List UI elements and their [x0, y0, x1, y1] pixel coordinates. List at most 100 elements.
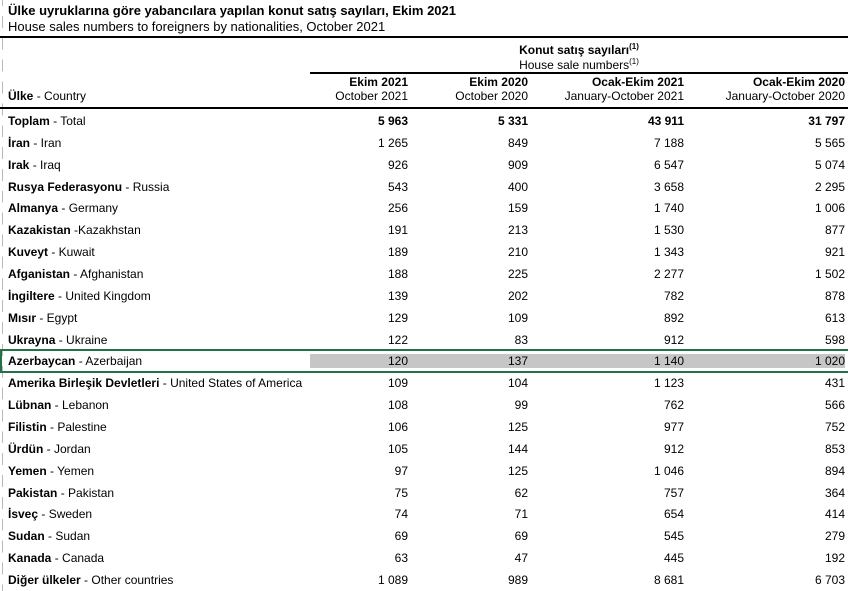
value-cell-ekim-2020[interactable]: 71	[514, 507, 528, 522]
value-cell-ocak-ekim-2020[interactable]: 5 074	[814, 157, 845, 172]
value-cell-ekim-2021[interactable]: 69	[394, 529, 408, 544]
value-cell-ocak-ekim-2020[interactable]: 894	[824, 463, 845, 478]
value-cell-ekim-2020[interactable]: 909	[507, 157, 528, 172]
country-cell[interactable]: Afganistan - Afghanistan	[0, 267, 310, 281]
country-cell[interactable]: Filistin - Palestine	[0, 420, 310, 434]
value-cell-ocak-ekim-2021[interactable]: 912	[663, 332, 684, 347]
value-cell-ocak-ekim-2021[interactable]: 782	[663, 288, 684, 303]
value-cell-ocak-ekim-2020[interactable]: 192	[824, 551, 845, 566]
value-cell-ekim-2021[interactable]: 109	[387, 376, 408, 391]
value-cell-ocak-ekim-2020[interactable]: 31 797	[808, 113, 845, 128]
value-cell-ekim-2020[interactable]: 400	[507, 179, 528, 194]
value-cell-ekim-2020[interactable]: 47	[514, 551, 528, 566]
value-cell-ekim-2020[interactable]: 210	[507, 245, 528, 260]
country-cell[interactable]: Kanada - Canada	[0, 551, 310, 565]
value-cell-ekim-2021[interactable]: 139	[387, 288, 408, 303]
value-cell-ocak-ekim-2020[interactable]: 921	[824, 245, 845, 260]
value-cell-ekim-2021[interactable]: 189	[387, 245, 408, 260]
value-cell-ocak-ekim-2021[interactable]: 545	[663, 529, 684, 544]
value-cell-ekim-2021[interactable]: 75	[394, 485, 408, 500]
table-row[interactable]: Ukrayna - Ukraine 122 83 912 598	[0, 329, 848, 351]
value-cell-ocak-ekim-2021[interactable]: 1 123	[653, 376, 684, 391]
value-cell-ekim-2020[interactable]: 5 331	[497, 113, 528, 128]
value-cell-ekim-2021[interactable]: 188	[387, 266, 408, 281]
value-cell-ekim-2020[interactable]: 144	[507, 441, 528, 456]
table-row[interactable]: Yemen - Yemen 97 125 1 046 894	[0, 460, 848, 482]
country-cell[interactable]: Irak - Iraq	[0, 158, 310, 172]
table-row[interactable]: Pakistan - Pakistan 75 62 757 364	[0, 482, 848, 504]
value-cell-ocak-ekim-2020[interactable]: 853	[824, 441, 845, 456]
value-cell-ocak-ekim-2021[interactable]: 3 658	[653, 179, 684, 194]
table-row[interactable]: Lübnan - Lebanon 108 99 762 566	[0, 394, 848, 416]
value-cell-ocak-ekim-2020[interactable]: 6 703	[814, 572, 845, 587]
value-cell-ekim-2021[interactable]: 105	[387, 441, 408, 456]
value-cell-ocak-ekim-2021[interactable]: 445	[663, 551, 684, 566]
country-cell[interactable]: İngiltere - United Kingdom	[0, 289, 310, 303]
value-cell-ekim-2021[interactable]: 5 963	[377, 113, 408, 128]
value-cell-ocak-ekim-2020[interactable]: 1 020	[684, 354, 845, 369]
value-cell-ekim-2020[interactable]: 225	[507, 266, 528, 281]
country-cell[interactable]: Toplam - Total	[0, 114, 310, 128]
value-cell-ekim-2021[interactable]: 1 089	[377, 572, 408, 587]
country-cell[interactable]: Ürdün - Jordan	[0, 442, 310, 456]
value-cell-ocak-ekim-2021[interactable]: 1 740	[653, 201, 684, 216]
value-cell-ocak-ekim-2021[interactable]: 1 530	[653, 223, 684, 238]
value-cell-ekim-2021[interactable]: 543	[387, 179, 408, 194]
table-row-selected[interactable]: Azerbaycan - Azerbaijan 120 137 1 140 1 020	[0, 349, 848, 374]
value-cell-ocak-ekim-2020[interactable]: 598	[824, 332, 845, 347]
value-cell-ocak-ekim-2020[interactable]: 279	[824, 529, 845, 544]
value-cell-ocak-ekim-2021[interactable]: 654	[663, 507, 684, 522]
value-cell-ekim-2021[interactable]: 106	[387, 419, 408, 434]
table-row[interactable]: İngiltere - United Kingdom 139 202 782 878	[0, 285, 848, 307]
table-row[interactable]: Diğer ülkeler - Other countries 1 089 989 8…	[0, 569, 848, 591]
country-cell[interactable]: Sudan - Sudan	[0, 529, 310, 543]
table-row[interactable]: Rusya Federasyonu - Russia 543 400 3 658 2 2…	[0, 176, 848, 198]
country-cell[interactable]: Kuveyt - Kuwait	[0, 245, 310, 259]
table-row[interactable]: Toplam - Total 5 963 5 331 43 911 31 797	[0, 110, 848, 132]
value-cell-ocak-ekim-2020[interactable]: 5 565	[814, 135, 845, 150]
value-cell-ocak-ekim-2020[interactable]: 878	[824, 288, 845, 303]
value-cell-ocak-ekim-2020[interactable]: 566	[824, 398, 845, 413]
table-row[interactable]: Kanada - Canada 63 47 445 192	[0, 547, 848, 569]
value-cell-ocak-ekim-2020[interactable]: 752	[824, 419, 845, 434]
table-row[interactable]: Irak - Iraq 926 909 6 547 5 074	[0, 154, 848, 176]
country-cell[interactable]: Ukrayna - Ukraine	[0, 333, 310, 347]
value-cell-ekim-2020[interactable]: 125	[507, 463, 528, 478]
table-row[interactable]: Sudan - Sudan 69 69 545 279	[0, 525, 848, 547]
value-cell-ocak-ekim-2021[interactable]: 8 681	[653, 572, 684, 587]
country-cell[interactable]: Mısır - Egypt	[0, 311, 310, 325]
value-cell-ocak-ekim-2021[interactable]: 892	[663, 310, 684, 325]
value-cell-ocak-ekim-2021[interactable]: 977	[663, 419, 684, 434]
value-cell-ekim-2020[interactable]: 62	[514, 485, 528, 500]
value-cell-ocak-ekim-2020[interactable]: 1 006	[814, 201, 845, 216]
table-row[interactable]: Kuveyt - Kuwait 189 210 1 343 921	[0, 241, 848, 263]
value-cell-ekim-2020[interactable]: 137	[408, 354, 528, 369]
value-cell-ekim-2021[interactable]: 97	[394, 463, 408, 478]
value-cell-ekim-2020[interactable]: 159	[507, 201, 528, 216]
table-row[interactable]: Afganistan - Afghanistan 188 225 2 277 1 502	[0, 263, 848, 285]
country-cell[interactable]: Amerika Birleşik Devletleri - United Sta…	[0, 376, 310, 390]
value-cell-ocak-ekim-2020[interactable]: 2 295	[814, 179, 845, 194]
value-cell-ekim-2021[interactable]: 74	[394, 507, 408, 522]
value-cell-ekim-2020[interactable]: 989	[507, 572, 528, 587]
value-cell-ocak-ekim-2021[interactable]: 757	[663, 485, 684, 500]
value-cell-ekim-2020[interactable]: 99	[514, 398, 528, 413]
value-cell-ocak-ekim-2020[interactable]: 364	[824, 485, 845, 500]
value-cell-ocak-ekim-2021[interactable]: 912	[663, 441, 684, 456]
table-row[interactable]: Filistin - Palestine 106 125 977 752	[0, 416, 848, 438]
table-row[interactable]: İsveç - Sweden 74 71 654 414	[0, 503, 848, 525]
country-cell[interactable]: Azerbaycan - Azerbaijan	[0, 354, 310, 368]
country-cell[interactable]: Almanya - Germany	[0, 201, 310, 215]
value-cell-ocak-ekim-2020[interactable]: 1 502	[814, 266, 845, 281]
table-row[interactable]: Mısır - Egypt 129 109 892 613	[0, 307, 848, 329]
value-cell-ocak-ekim-2021[interactable]: 43 911	[647, 113, 684, 128]
table-row[interactable]: Amerika Birleşik Devletleri - United Sta…	[0, 372, 848, 394]
value-cell-ocak-ekim-2021[interactable]: 1 140	[528, 354, 684, 369]
value-cell-ekim-2020[interactable]: 109	[507, 310, 528, 325]
value-cell-ekim-2020[interactable]: 104	[507, 376, 528, 391]
value-cell-ocak-ekim-2021[interactable]: 1 046	[653, 463, 684, 478]
value-cell-ekim-2021[interactable]: 256	[387, 201, 408, 216]
value-cell-ekim-2021[interactable]: 129	[387, 310, 408, 325]
value-cell-ekim-2021[interactable]: 1 265	[377, 135, 408, 150]
country-cell[interactable]: İsveç - Sweden	[0, 507, 310, 521]
